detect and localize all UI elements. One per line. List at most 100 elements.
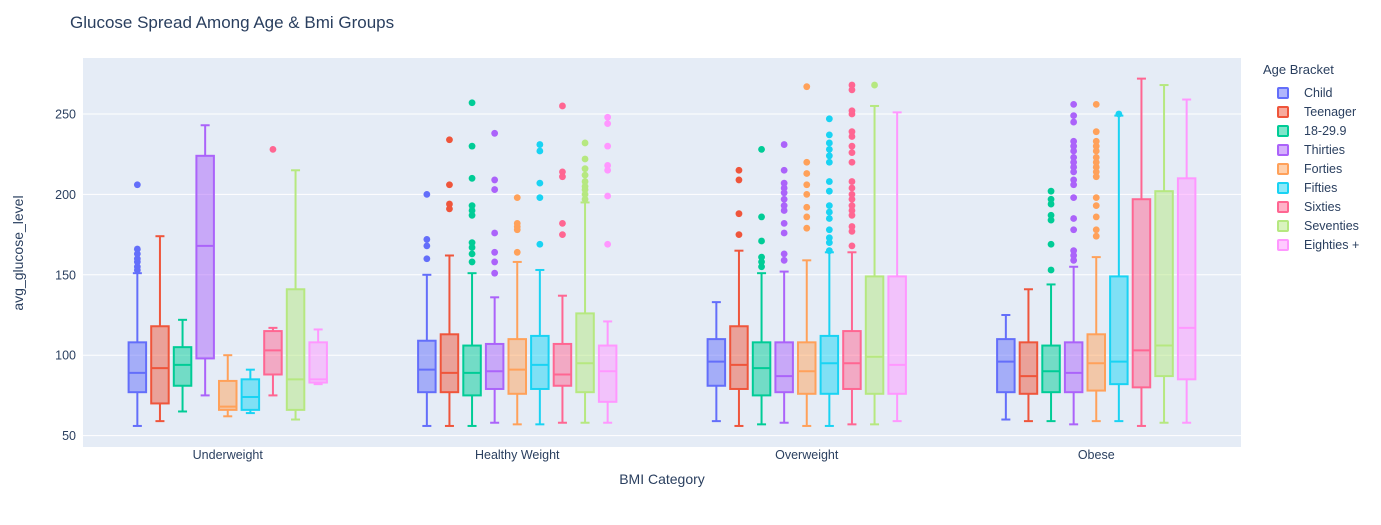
legend-label: Seventies <box>1304 218 1359 233</box>
legend-swatch-sixties-icon <box>1277 200 1289 213</box>
outlier-point <box>825 139 833 147</box>
x-tick-label-overweight: Overweight <box>775 448 839 462</box>
outlier-point <box>133 245 141 253</box>
outlier-point <box>735 210 743 218</box>
legend-label: Fifties <box>1304 180 1338 195</box>
box-thirties-healthy-weight <box>484 129 505 424</box>
box-thirties-obese <box>1063 100 1084 426</box>
box-seventies-underweight <box>285 169 306 421</box>
box-seventies-healthy-weight <box>575 139 595 424</box>
legend-swatch-child-icon <box>1277 86 1289 99</box>
box-fifties-healthy-weight <box>530 141 550 426</box>
outlier-point <box>1070 142 1078 150</box>
legend-item-seventies[interactable]: Seventies <box>1263 216 1359 235</box>
outlier-point <box>825 208 833 216</box>
outlier-point <box>581 186 589 193</box>
x-tick-label-underweight: Underweight <box>193 448 264 462</box>
y-tick-label: 50 <box>62 429 76 443</box>
outlier-point <box>536 240 544 248</box>
outlier-point <box>758 263 765 271</box>
outlier-point <box>133 255 141 263</box>
outlier-point <box>825 215 833 222</box>
legend-item-fifties[interactable]: Fifties <box>1263 178 1359 197</box>
outlier-point <box>536 179 544 187</box>
y-tick-label: 100 <box>55 349 76 363</box>
outlier-point <box>758 258 765 266</box>
box-sixties-overweight <box>842 81 862 426</box>
outlier-point <box>1070 147 1078 155</box>
outlier-point <box>735 176 743 184</box>
outlier-point <box>1092 226 1100 234</box>
outlier-point <box>1070 176 1078 184</box>
legend-label: Eighties + <box>1304 237 1360 252</box>
outlier-point <box>848 81 856 89</box>
outlier-point <box>1070 112 1078 120</box>
legend-item-sixties[interactable]: Sixties <box>1263 197 1359 216</box>
legend-item-eighties[interactable]: Eighties + <box>1263 235 1359 254</box>
outlier-point <box>446 136 453 144</box>
legend-item-thirties[interactable]: Thirties <box>1263 140 1359 159</box>
box-eighties-overweight <box>887 111 907 423</box>
legend-item-teenager[interactable]: Teenager <box>1263 102 1359 121</box>
outlier-point <box>848 207 856 214</box>
outlier-point <box>1092 154 1100 161</box>
outlier-point <box>1070 154 1078 161</box>
outlier-point <box>803 224 811 232</box>
outlier-point <box>491 229 499 237</box>
outlier-point <box>803 83 811 91</box>
box-eighties-obese <box>1176 98 1197 424</box>
outlier-point <box>604 120 612 128</box>
legend-item-forties[interactable]: Forties <box>1263 159 1359 178</box>
outlier-point <box>1047 216 1055 224</box>
outlier-point <box>468 239 476 247</box>
outlier-point <box>758 237 765 245</box>
outlier-point <box>468 211 476 219</box>
outlier-point <box>1047 266 1055 274</box>
outlier-point <box>581 191 589 198</box>
outlier-point <box>848 227 856 235</box>
outlier-point <box>133 250 141 258</box>
outlier-point <box>825 178 833 185</box>
legend-label: Sixties <box>1304 199 1341 214</box>
outlier-point <box>468 202 476 210</box>
box-forties-underweight <box>218 354 238 418</box>
legend-item-child[interactable]: Child <box>1263 83 1359 102</box>
y-tick-label: 250 <box>55 108 76 122</box>
outlier-point <box>1070 168 1078 176</box>
outlier-point <box>735 231 743 239</box>
outlier-point <box>848 110 856 118</box>
legend-item-18-29-9[interactable]: 18-29.9 <box>1263 121 1359 140</box>
outlier-point <box>848 242 856 250</box>
outlier-point <box>559 219 566 227</box>
outlier-point <box>604 162 612 169</box>
outlier-point <box>825 115 833 123</box>
outlier-point <box>803 191 811 198</box>
x-tick-label-obese: Obese <box>1078 448 1115 462</box>
outlier-point <box>446 205 453 213</box>
legend-swatch-seventies-icon <box>1277 219 1289 232</box>
outlier-point <box>491 248 499 256</box>
outlier-point <box>423 242 431 250</box>
legend-label: Forties <box>1304 161 1343 176</box>
outlier-point <box>1115 110 1123 118</box>
outlier-point <box>446 181 453 189</box>
outlier-point <box>1070 137 1078 145</box>
outlier-point <box>604 192 612 200</box>
outlier-point <box>1070 118 1078 126</box>
legend-swatch-18-29-9-icon <box>1277 124 1289 137</box>
box-eighties-healthy-weight <box>597 113 618 424</box>
outlier-point <box>848 178 856 185</box>
outlier-point <box>559 173 566 181</box>
outlier-point <box>825 158 833 166</box>
outlier-point <box>468 244 476 251</box>
box-eighties-underweight <box>308 328 328 386</box>
outlier-point <box>780 189 788 197</box>
outlier-point <box>871 81 878 89</box>
box-thirties-overweight <box>774 141 794 424</box>
outlier-point <box>1070 247 1078 255</box>
box-teenager-overweight <box>729 166 749 427</box>
outlier-point <box>1092 163 1100 171</box>
outlier-point <box>491 176 499 184</box>
